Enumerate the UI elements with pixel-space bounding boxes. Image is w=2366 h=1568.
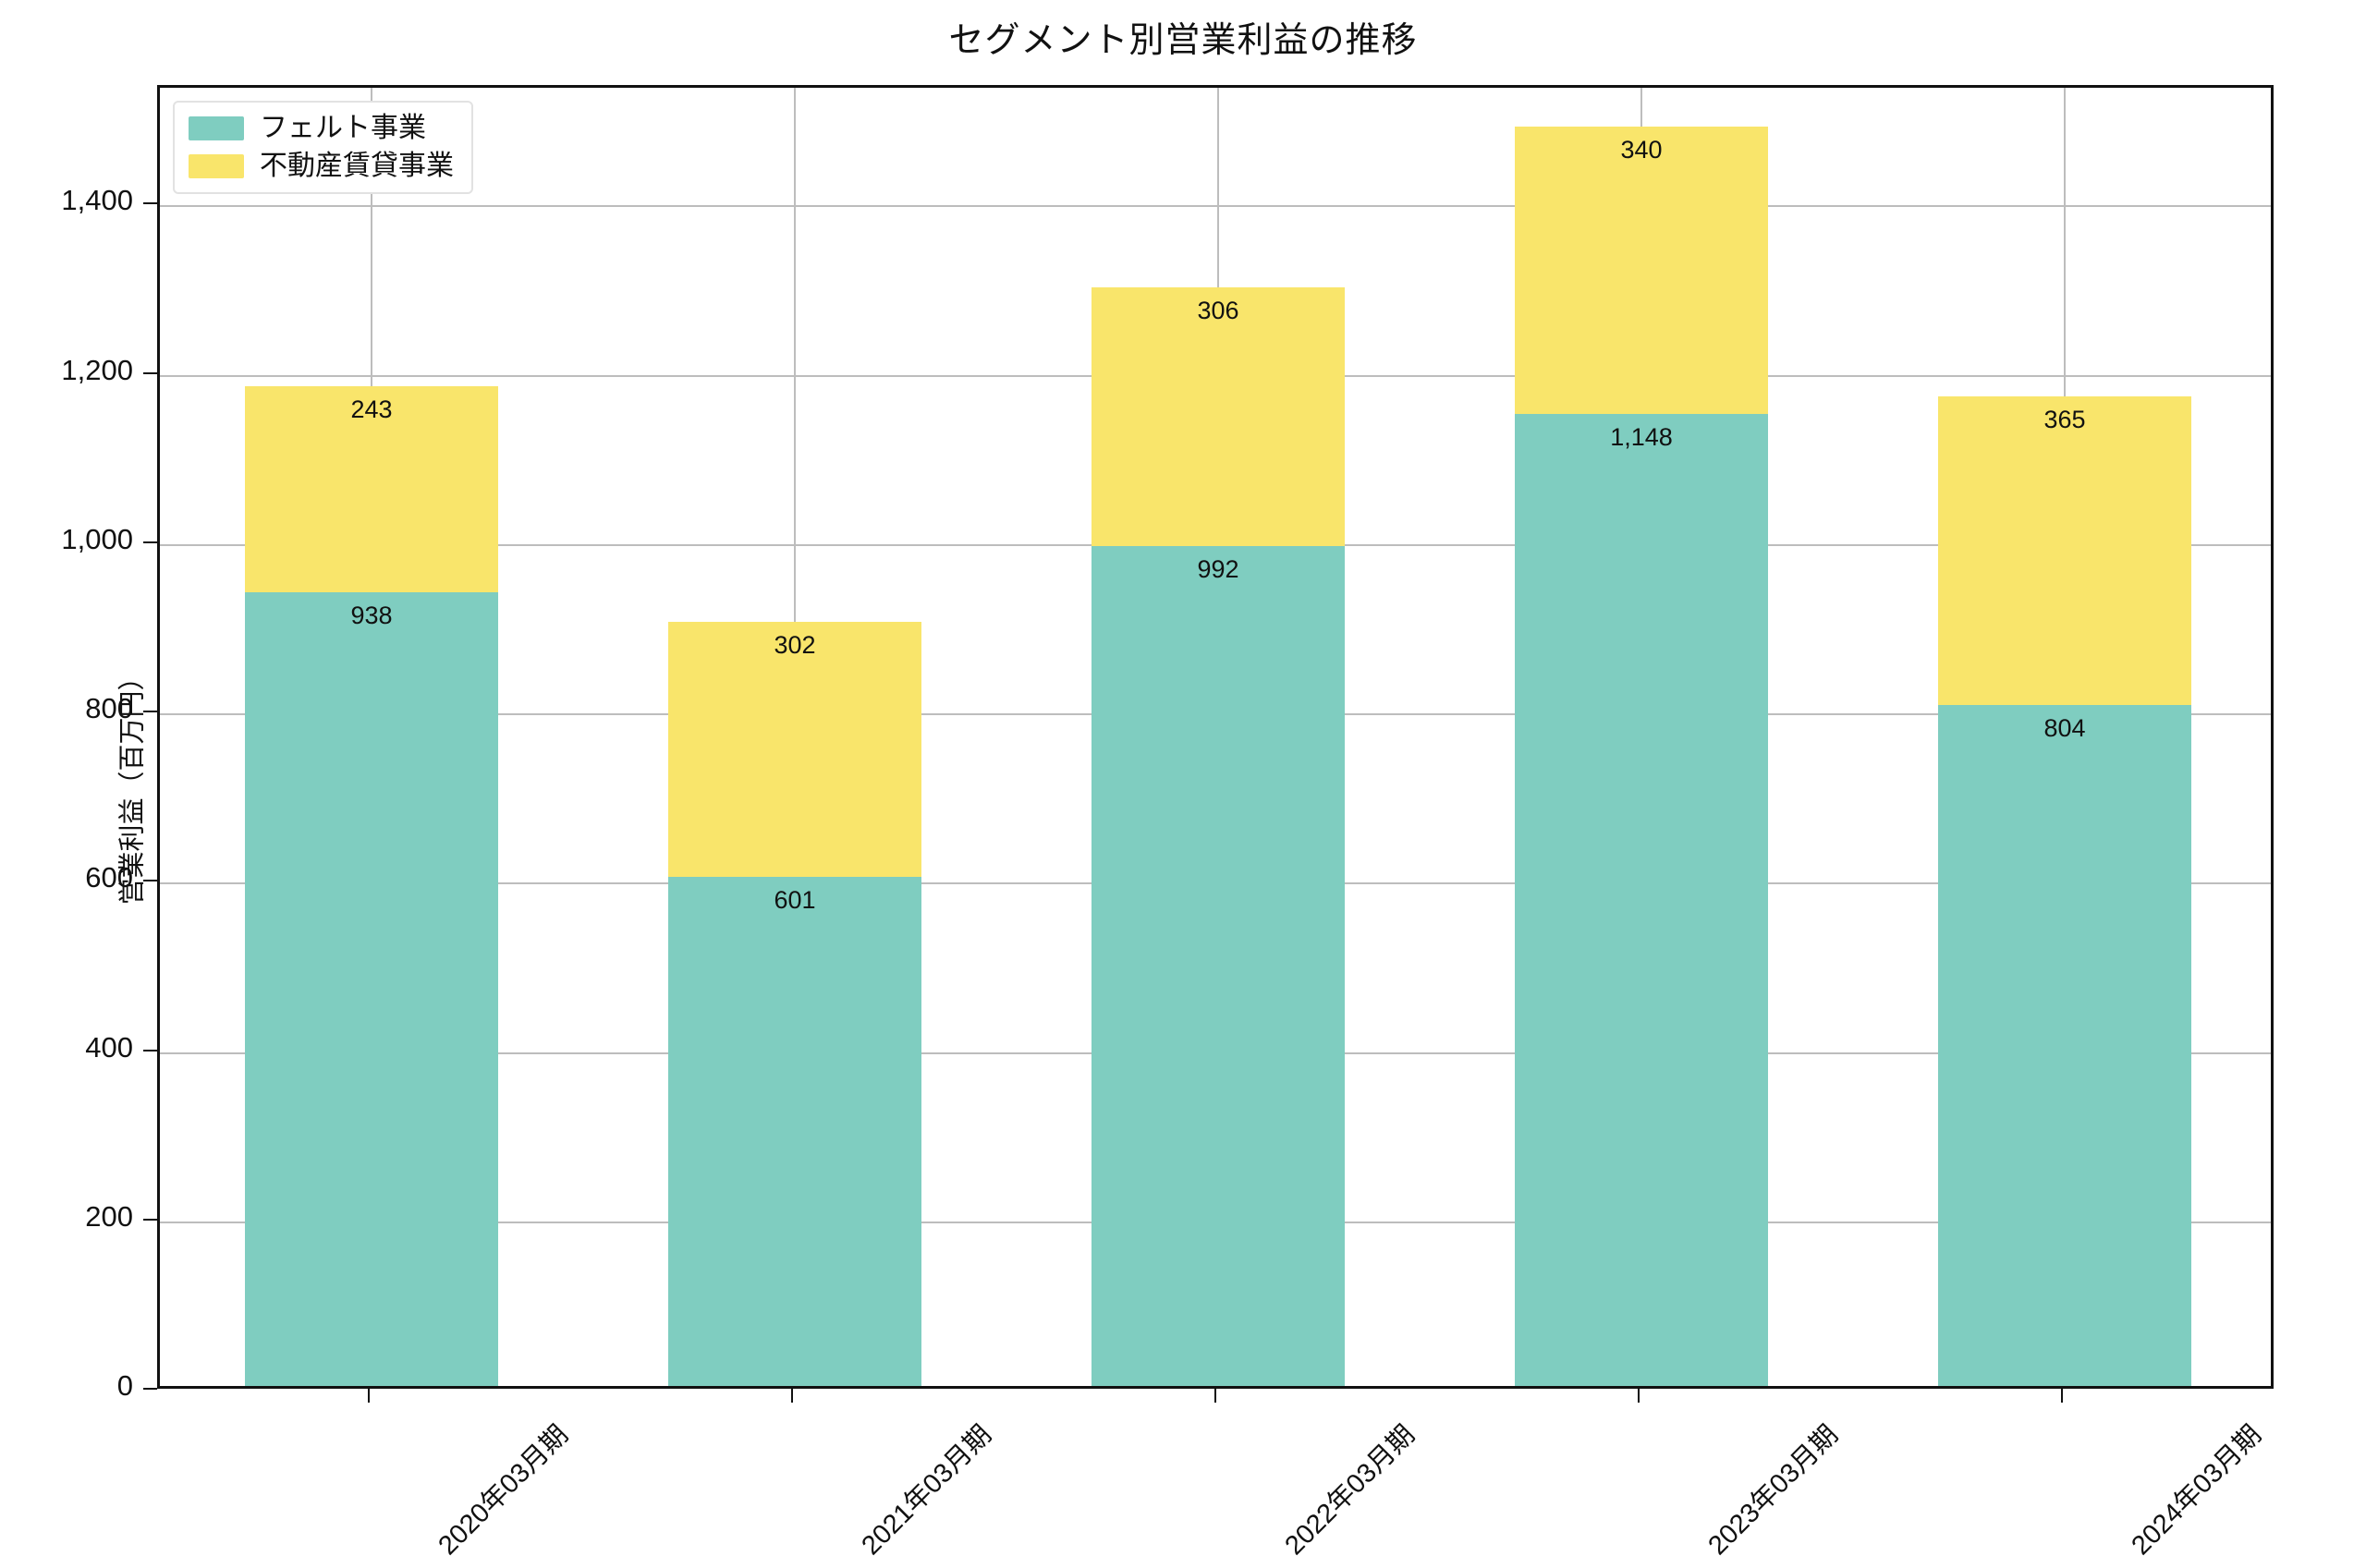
y-tick-mark — [143, 1049, 157, 1051]
gridline-horizontal — [160, 205, 2271, 208]
legend-label-felt: フェルト事業 — [260, 113, 426, 143]
y-tick-label: 1,000 — [61, 522, 133, 555]
y-tick-label: 400 — [85, 1030, 133, 1064]
legend-item[interactable]: 不動産賃貸事業 — [189, 152, 454, 180]
x-tick-mark — [2061, 1389, 2063, 1403]
x-tick-mark — [1214, 1389, 1216, 1403]
y-tick-label: 1,200 — [61, 353, 133, 386]
y-tick-mark — [143, 1218, 157, 1221]
y-tick-label: 800 — [85, 692, 133, 724]
bar-value-label: 243 — [350, 395, 393, 423]
bar-segment[interactable]: 992 — [1091, 546, 1346, 1386]
bar-group[interactable]: 938 243 — [244, 82, 499, 1386]
bar-group[interactable]: 804 365 — [1937, 82, 2192, 1386]
y-tick-label: 200 — [85, 1199, 133, 1233]
y-tick-mark — [143, 880, 157, 882]
bar-segment[interactable]: 938 — [244, 591, 499, 1386]
x-tick-mark — [1638, 1389, 1640, 1403]
x-tick-label: 2020年03月期 — [433, 1419, 575, 1562]
bar-value-label: 1,148 — [1610, 423, 1673, 452]
bar-series-container: 938 243 601 302 992 306 1,148 340 804 365 — [160, 88, 2271, 1386]
bar-segment[interactable]: 365 — [1937, 395, 2192, 706]
bar-group[interactable]: 992 306 — [1091, 82, 1346, 1386]
bar-value-label: 992 — [1197, 555, 1239, 584]
y-tick-mark — [143, 711, 157, 712]
bar-value-label: 601 — [774, 886, 816, 915]
legend-item[interactable]: フェルト事業 — [189, 115, 454, 142]
bar-value-label: 340 — [1620, 135, 1663, 164]
bar-value-label: 804 — [2043, 714, 2086, 743]
bar-group[interactable]: 601 302 — [667, 82, 922, 1386]
legend-swatch-felt — [189, 116, 244, 140]
x-tick-mark — [368, 1389, 370, 1403]
bar-value-label: 938 — [350, 601, 393, 629]
bar-segment[interactable]: 243 — [244, 385, 499, 592]
legend-label-realestate: 不動産賃貸事業 — [260, 151, 454, 181]
plot-area: 938 243 601 302 992 306 1,148 340 804 365 フェルト事業 … — [157, 85, 2274, 1389]
y-tick-label: 1,400 — [61, 184, 133, 217]
legend-swatch-realestate — [189, 154, 244, 178]
bar-value-label: 302 — [774, 630, 816, 659]
x-tick-label: 2024年03月期 — [2126, 1419, 2268, 1562]
y-tick-label: 600 — [85, 861, 133, 894]
bar-group[interactable]: 1,148 340 — [1514, 82, 1769, 1386]
bar-segment[interactable]: 306 — [1091, 286, 1346, 547]
y-tick-label: 0 — [116, 1369, 133, 1402]
y-tick-mark — [143, 541, 157, 543]
x-tick-label: 2021年03月期 — [856, 1419, 998, 1562]
x-tick-label: 2022年03月期 — [1279, 1419, 1421, 1562]
x-tick-label: 2023年03月期 — [1702, 1419, 1845, 1562]
bar-segment[interactable]: 1,148 — [1514, 414, 1769, 1386]
chart-legend: フェルト事業 不動産賃貸事業 — [173, 101, 473, 194]
bar-segment[interactable]: 302 — [667, 621, 922, 878]
bar-segment[interactable]: 340 — [1514, 126, 1769, 415]
y-tick-mark — [143, 1388, 157, 1390]
page-title: セグメント別営業利益の推移 — [948, 21, 1418, 60]
y-tick-mark — [143, 202, 157, 205]
x-tick-mark — [791, 1389, 793, 1403]
y-tick-mark — [143, 371, 157, 374]
bar-segment[interactable]: 601 — [667, 877, 922, 1386]
bar-value-label: 306 — [1197, 296, 1239, 324]
bar-value-label: 365 — [2043, 405, 2086, 433]
bar-segment[interactable]: 804 — [1937, 705, 2192, 1386]
